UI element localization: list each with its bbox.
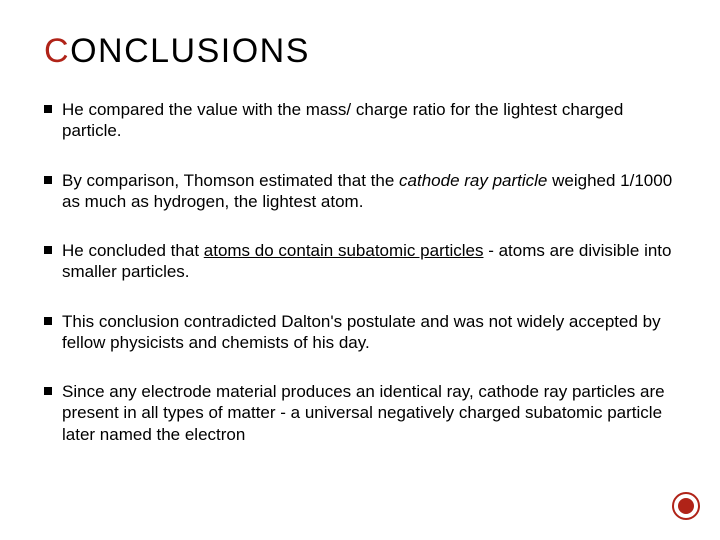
bullet-item: Since any electrode material produces an… [44, 381, 676, 445]
square-bullet-icon [44, 105, 52, 113]
bullet-item: He concluded that atoms do contain subat… [44, 240, 676, 283]
target-icon [672, 492, 700, 520]
bullet-text: This conclusion contradicted Dalton's po… [62, 311, 676, 354]
bullet-text: He concluded that atoms do contain subat… [62, 240, 676, 283]
bullet-list: He compared the value with the mass/ cha… [44, 99, 676, 445]
square-bullet-icon [44, 176, 52, 184]
bullet-item: By comparison, Thomson estimated that th… [44, 170, 676, 213]
slide-container: CONCLUSIONS He compared the value with t… [0, 0, 720, 540]
square-bullet-icon [44, 387, 52, 395]
bullet-text: Since any electrode material produces an… [62, 381, 676, 445]
bullet-text: By comparison, Thomson estimated that th… [62, 170, 676, 213]
slide-title: CONCLUSIONS [44, 32, 676, 71]
bullet-text: He compared the value with the mass/ cha… [62, 99, 676, 142]
bullet-item: This conclusion contradicted Dalton's po… [44, 311, 676, 354]
square-bullet-icon [44, 317, 52, 325]
bullet-item: He compared the value with the mass/ cha… [44, 99, 676, 142]
square-bullet-icon [44, 246, 52, 254]
